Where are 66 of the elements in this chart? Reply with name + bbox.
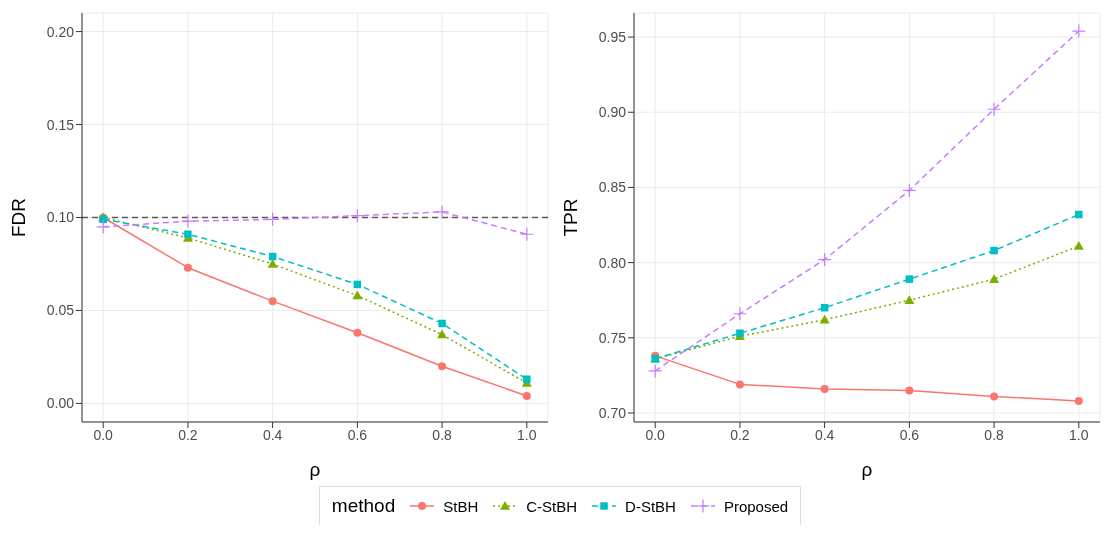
point bbox=[1073, 241, 1084, 250]
legend-label: D-StBH bbox=[625, 497, 676, 515]
point bbox=[904, 295, 915, 304]
point bbox=[265, 212, 280, 227]
x-tick-label: 0.2 bbox=[730, 426, 750, 443]
point bbox=[1071, 23, 1086, 39]
y-tick-label: 0.95 bbox=[598, 29, 627, 46]
x-tick-label: 1.0 bbox=[1069, 426, 1089, 443]
point bbox=[437, 329, 448, 339]
point bbox=[990, 246, 998, 255]
point bbox=[990, 392, 999, 401]
point bbox=[522, 391, 531, 400]
x-tick-label: 0.6 bbox=[899, 426, 920, 443]
y-tick-label: 0.75 bbox=[598, 329, 627, 346]
point bbox=[350, 208, 365, 223]
legend-label: C-StBH bbox=[526, 497, 578, 515]
legend-label: StBH bbox=[443, 497, 479, 515]
y-tick-label: 0.80 bbox=[598, 254, 627, 271]
point bbox=[268, 297, 277, 306]
point bbox=[352, 290, 363, 300]
point bbox=[986, 102, 1002, 117]
x-tick-label: 0.4 bbox=[262, 426, 283, 443]
point bbox=[353, 328, 362, 337]
x-tick-label: 0.0 bbox=[93, 426, 114, 443]
x-tick-label: 0.6 bbox=[347, 426, 368, 443]
point bbox=[905, 275, 914, 283]
legend-title: method bbox=[331, 495, 396, 517]
point bbox=[519, 227, 534, 242]
x-tick-label: 0.0 bbox=[645, 426, 666, 443]
y-tick-label: 0.05 bbox=[46, 302, 75, 319]
x-tick-label: 0.4 bbox=[814, 426, 835, 443]
point bbox=[184, 230, 192, 238]
legend-label: Proposed bbox=[723, 497, 789, 515]
point bbox=[905, 386, 914, 395]
y-tick-label: 0.20 bbox=[46, 23, 75, 40]
y-tick-label: 0.00 bbox=[46, 395, 75, 412]
point bbox=[180, 214, 196, 229]
x-tick-label: 0.8 bbox=[432, 426, 453, 443]
y-tick-label: 0.85 bbox=[598, 179, 627, 196]
point bbox=[732, 306, 748, 321]
point bbox=[735, 380, 744, 389]
point bbox=[438, 319, 446, 328]
point bbox=[817, 252, 832, 267]
point bbox=[438, 362, 447, 371]
point bbox=[989, 274, 1000, 283]
point bbox=[1074, 396, 1083, 405]
x-axis-title: ρ bbox=[861, 459, 873, 480]
point bbox=[902, 183, 917, 198]
point bbox=[183, 263, 192, 272]
point bbox=[819, 314, 830, 324]
x-tick-label: 0.2 bbox=[178, 426, 198, 443]
point bbox=[1075, 210, 1083, 219]
y-axis-title: FDR bbox=[7, 197, 29, 238]
point bbox=[820, 384, 829, 393]
x-tick-label: 1.0 bbox=[517, 426, 537, 443]
y-tick-label: 0.70 bbox=[598, 404, 627, 421]
x-tick-label: 0.8 bbox=[984, 426, 1005, 443]
y-axis-title: TPR bbox=[559, 198, 581, 237]
y-tick-label: 0.15 bbox=[46, 116, 75, 133]
point bbox=[96, 219, 111, 234]
point bbox=[648, 363, 663, 378]
x-axis-title: ρ bbox=[309, 459, 321, 480]
y-tick-label: 0.10 bbox=[46, 209, 75, 226]
point bbox=[523, 375, 531, 383]
point bbox=[434, 204, 450, 220]
y-tick-label: 0.90 bbox=[598, 104, 627, 121]
